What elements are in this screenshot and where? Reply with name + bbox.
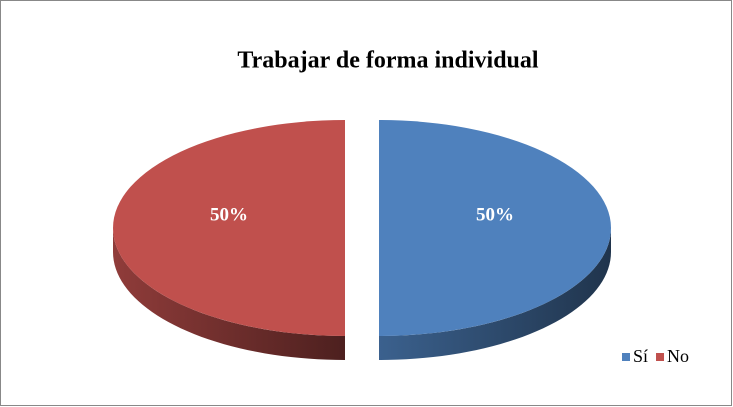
legend-label: Sí: [633, 346, 648, 366]
data-label: 50%: [476, 204, 514, 225]
slice-top: [113, 120, 345, 336]
slice-wall: [113, 228, 345, 360]
legend-swatch: [656, 353, 665, 361]
legend-swatch: [622, 353, 630, 361]
pie-slice: [113, 120, 345, 360]
data-label: 50%: [210, 204, 248, 225]
slice-top: [379, 120, 611, 336]
pie-slice: [379, 120, 611, 360]
slice-wall: [379, 228, 611, 360]
chart-title: Trabajar de forma individual: [237, 48, 538, 74]
legend-label: No: [667, 346, 689, 366]
